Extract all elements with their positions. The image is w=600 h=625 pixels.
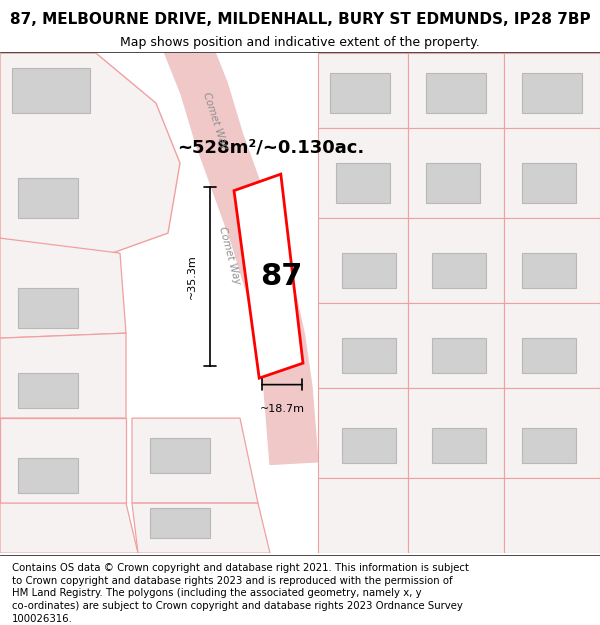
Polygon shape [318,218,408,303]
Polygon shape [504,218,600,303]
Polygon shape [504,478,600,553]
Bar [18,373,78,408]
Text: Map shows position and indicative extent of the property.: Map shows position and indicative extent… [120,36,480,49]
Polygon shape [408,478,504,553]
Polygon shape [0,418,126,503]
Bar [432,253,486,288]
Polygon shape [163,37,318,464]
Polygon shape [408,388,504,478]
Text: 87: 87 [260,262,302,291]
Polygon shape [0,238,126,338]
Text: to Crown copyright and database rights 2023 and is reproduced with the permissio: to Crown copyright and database rights 2… [12,576,452,586]
Polygon shape [408,218,504,303]
Text: 100026316.: 100026316. [12,614,73,624]
Polygon shape [408,128,504,218]
Polygon shape [132,418,258,503]
Bar [150,508,210,538]
Text: Comet Way: Comet Way [217,226,242,286]
Bar [522,338,576,373]
Text: ~18.7m: ~18.7m [260,404,305,414]
Text: Contains OS data © Crown copyright and database right 2021. This information is : Contains OS data © Crown copyright and d… [12,563,469,573]
Polygon shape [504,53,600,128]
Polygon shape [504,303,600,388]
Text: HM Land Registry. The polygons (including the associated geometry, namely x, y: HM Land Registry. The polygons (includin… [12,588,422,598]
Bar [150,438,210,473]
Polygon shape [504,388,600,478]
Polygon shape [0,53,180,263]
Bar [522,163,576,203]
Bar [336,163,390,203]
Bar [330,73,390,113]
Bar [522,73,582,113]
Text: co-ordinates) are subject to Crown copyright and database rights 2023 Ordnance S: co-ordinates) are subject to Crown copyr… [12,601,463,611]
Polygon shape [318,388,408,478]
Bar [342,253,396,288]
Bar [342,428,396,463]
Bar [12,68,90,113]
Text: ~35.3m: ~35.3m [187,254,197,299]
Bar [426,163,480,203]
Polygon shape [234,174,303,378]
Polygon shape [132,503,270,553]
Text: 87, MELBOURNE DRIVE, MILDENHALL, BURY ST EDMUNDS, IP28 7BP: 87, MELBOURNE DRIVE, MILDENHALL, BURY ST… [10,12,590,27]
Polygon shape [0,333,126,418]
Text: ~528m²/~0.130ac.: ~528m²/~0.130ac. [177,138,364,156]
Bar [18,288,78,328]
Bar [18,458,78,493]
Bar [432,428,486,463]
Polygon shape [0,503,138,553]
Bar [342,338,396,373]
Polygon shape [318,128,408,218]
Bar [426,73,486,113]
Polygon shape [408,53,504,128]
Bar [522,253,576,288]
Polygon shape [318,303,408,388]
Bar [522,428,576,463]
Bar [432,338,486,373]
Polygon shape [318,53,408,128]
Text: Comet Way: Comet Way [201,91,229,151]
Polygon shape [408,303,504,388]
Bar [18,178,78,218]
Polygon shape [318,478,408,553]
Polygon shape [504,128,600,218]
